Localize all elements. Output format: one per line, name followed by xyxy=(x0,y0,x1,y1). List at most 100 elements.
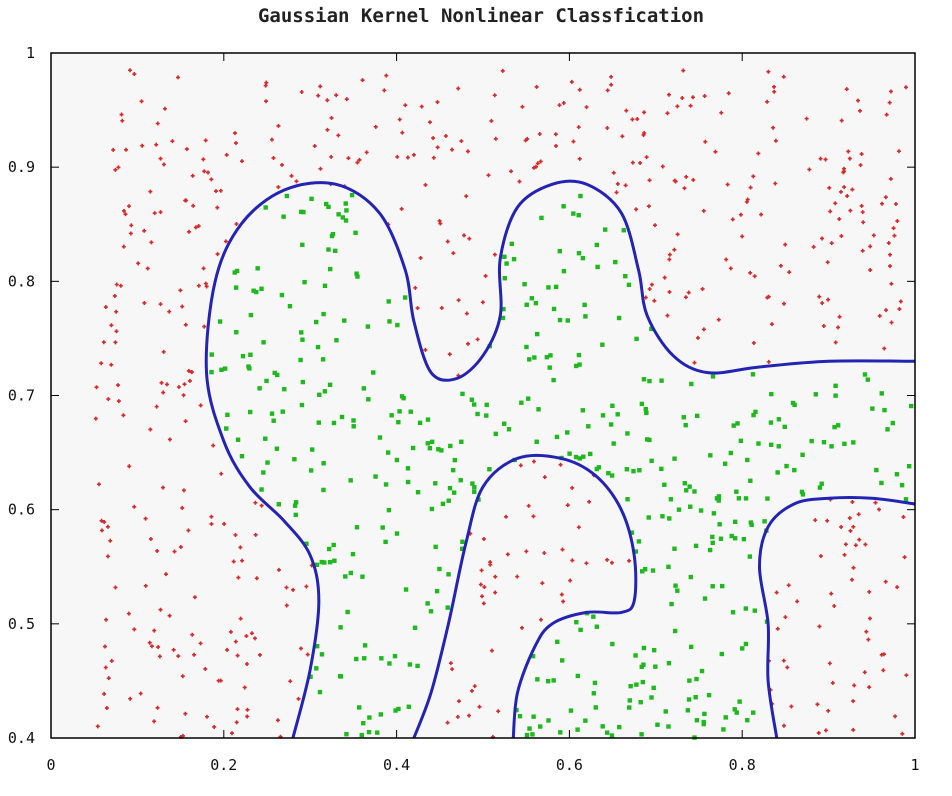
red-point xyxy=(344,97,349,102)
green-point xyxy=(605,730,610,735)
green-point xyxy=(603,227,608,232)
green-point xyxy=(745,457,750,463)
green-point xyxy=(327,560,333,565)
red-point xyxy=(571,139,576,144)
green-point xyxy=(667,516,672,521)
red-point xyxy=(605,126,610,131)
red-point xyxy=(364,150,369,155)
red-point xyxy=(249,631,254,636)
green-point xyxy=(429,439,435,445)
green-point xyxy=(354,656,359,662)
red-point xyxy=(139,99,144,104)
green-point xyxy=(865,377,870,382)
green-point xyxy=(394,457,400,463)
green-point xyxy=(668,497,674,502)
red-point xyxy=(531,514,536,519)
green-point xyxy=(316,420,321,425)
red-point xyxy=(493,136,498,141)
red-point xyxy=(399,206,404,211)
red-point xyxy=(519,625,524,630)
green-point xyxy=(641,645,647,651)
green-point xyxy=(799,489,805,495)
red-point xyxy=(198,403,203,408)
red-point xyxy=(740,234,745,239)
green-point xyxy=(768,420,774,425)
red-point xyxy=(813,518,818,523)
green-point xyxy=(817,485,823,490)
red-point xyxy=(751,340,756,345)
red-point xyxy=(818,554,823,559)
red-point xyxy=(423,182,428,187)
red-point xyxy=(196,283,201,288)
red-point xyxy=(568,578,573,583)
red-point xyxy=(902,555,907,560)
red-point xyxy=(296,696,301,701)
green-point xyxy=(776,444,781,449)
green-point xyxy=(683,422,688,428)
green-point xyxy=(689,381,694,387)
red-point xyxy=(858,163,863,168)
green-point xyxy=(737,699,742,704)
green-point xyxy=(235,437,241,442)
green-point xyxy=(753,409,758,415)
green-point xyxy=(248,352,253,357)
green-point xyxy=(322,283,328,288)
green-point xyxy=(686,697,692,702)
red-point xyxy=(431,136,436,141)
red-point xyxy=(164,382,169,387)
green-point xyxy=(425,441,430,446)
green-point xyxy=(351,424,356,429)
green-point xyxy=(265,460,270,465)
red-point xyxy=(493,590,498,595)
red-point xyxy=(827,661,832,666)
red-point xyxy=(701,327,706,332)
red-point xyxy=(647,286,652,291)
green-point xyxy=(321,461,326,466)
green-point xyxy=(792,467,797,473)
decision-boundary xyxy=(204,179,916,739)
red-point xyxy=(787,270,792,275)
green-point xyxy=(641,377,647,382)
red-point xyxy=(627,558,632,563)
red-point xyxy=(187,378,192,383)
red-point xyxy=(121,413,126,418)
green-point xyxy=(740,646,745,651)
red-point xyxy=(860,248,865,253)
red-point xyxy=(183,419,188,424)
green-point xyxy=(617,724,622,730)
green-point xyxy=(336,212,341,217)
red-point xyxy=(652,298,657,303)
green-point xyxy=(633,549,639,554)
green-point xyxy=(633,653,638,658)
red-point xyxy=(304,584,309,589)
green-point xyxy=(340,215,346,220)
green-point xyxy=(545,678,551,684)
green-point xyxy=(408,409,413,414)
green-point xyxy=(324,201,329,207)
red-point xyxy=(719,110,724,115)
red-point xyxy=(833,340,838,345)
red-point xyxy=(252,636,257,641)
red-point xyxy=(847,156,852,161)
red-point xyxy=(223,239,228,244)
green-point xyxy=(517,714,523,719)
green-point xyxy=(284,193,290,199)
red-point xyxy=(180,674,185,679)
green-point xyxy=(721,727,726,732)
red-point xyxy=(181,393,186,398)
red-point xyxy=(681,68,686,73)
red-point xyxy=(193,225,198,230)
green-point xyxy=(460,391,465,397)
red-point xyxy=(145,266,150,271)
red-point xyxy=(675,232,680,237)
green-point xyxy=(558,730,563,735)
red-point xyxy=(863,542,868,547)
red-point xyxy=(609,560,614,565)
red-point xyxy=(820,236,825,241)
green-point xyxy=(565,430,570,435)
green-point xyxy=(343,218,349,223)
green-point xyxy=(637,468,642,473)
red-point xyxy=(850,577,855,582)
green-point xyxy=(506,427,512,432)
green-point xyxy=(261,340,266,345)
